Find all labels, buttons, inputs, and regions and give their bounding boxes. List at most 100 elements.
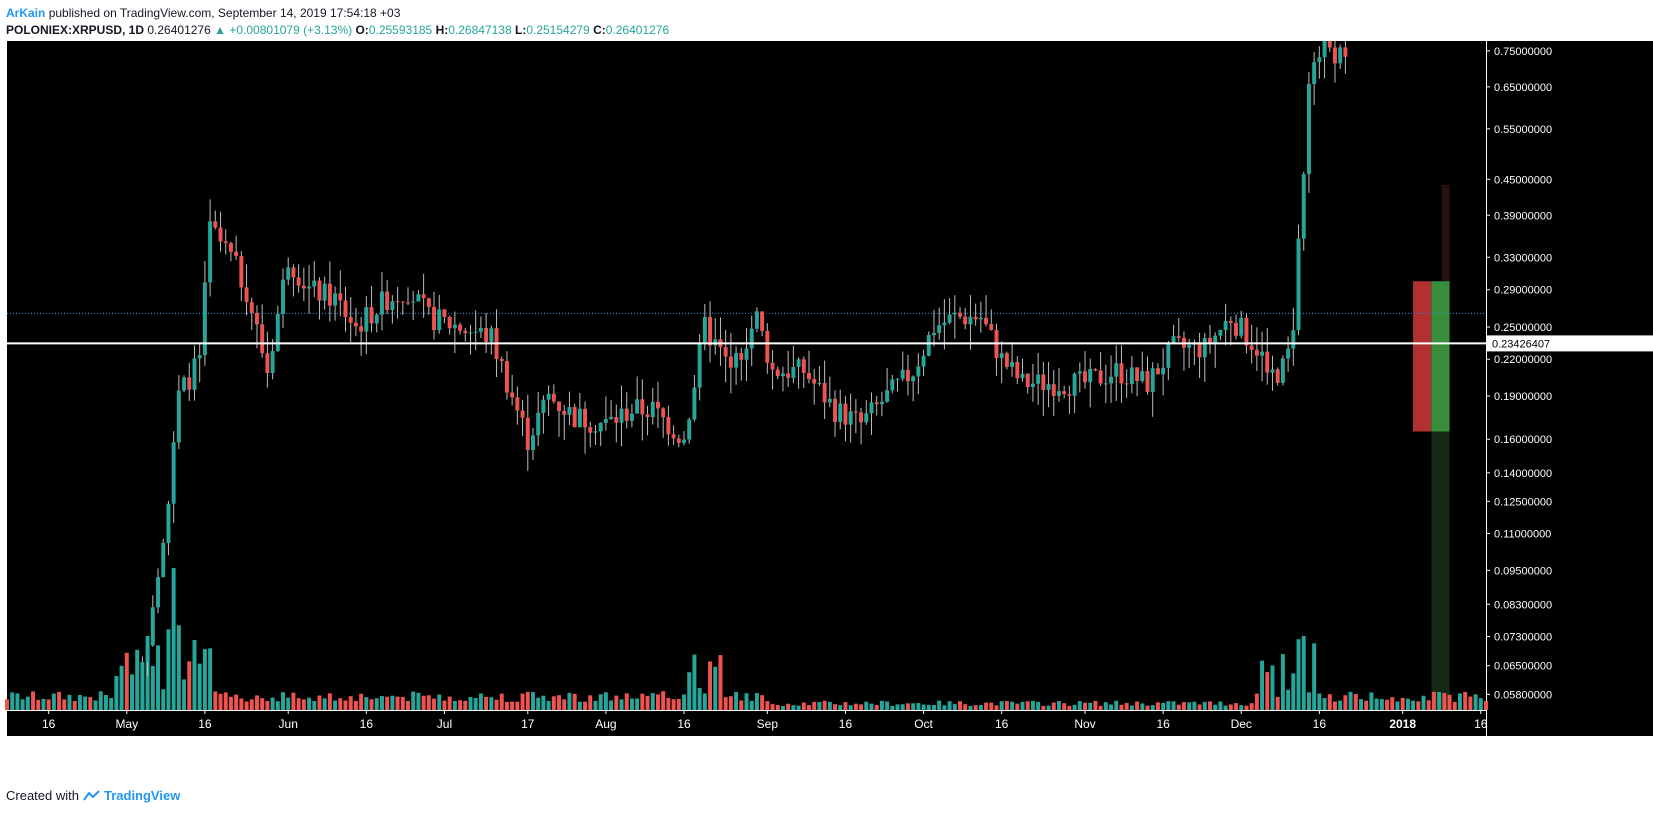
volume-bar bbox=[1301, 636, 1306, 710]
published-text: published on TradingView.com, September … bbox=[48, 6, 401, 20]
volume-bar bbox=[629, 698, 634, 710]
volume-bar bbox=[614, 695, 619, 710]
author-link[interactable]: ArKain bbox=[6, 6, 46, 20]
candle-body bbox=[426, 298, 431, 308]
price-chart[interactable]: 0.75000000 0.65000000 0.55000000 0.45000000… bbox=[0, 41, 1653, 738]
candle-body bbox=[1135, 367, 1140, 382]
volume-bar bbox=[312, 700, 317, 710]
candle-body bbox=[1109, 376, 1114, 384]
candle-body bbox=[588, 427, 593, 433]
candle-body bbox=[895, 378, 900, 380]
volume-bar bbox=[624, 693, 629, 710]
volume-bar bbox=[890, 705, 895, 710]
volume-bar bbox=[1379, 699, 1384, 710]
candle-body bbox=[379, 291, 384, 315]
candle-body bbox=[150, 607, 155, 646]
candle-body bbox=[853, 411, 858, 413]
candle-body bbox=[343, 300, 348, 317]
volume-bar bbox=[239, 698, 244, 710]
candle-body bbox=[353, 322, 358, 327]
candle-body bbox=[890, 379, 895, 391]
price-tick-label: 0.08300000 bbox=[1494, 599, 1552, 611]
volume-bar bbox=[1077, 701, 1082, 710]
volume-bar bbox=[978, 704, 983, 710]
candle-body bbox=[1124, 383, 1129, 385]
candle-body bbox=[1140, 371, 1145, 382]
candle-body bbox=[176, 390, 181, 443]
volume-bar bbox=[1150, 705, 1155, 710]
volume-bar bbox=[406, 700, 410, 710]
candle-body bbox=[1083, 371, 1087, 383]
candle-body bbox=[676, 438, 681, 443]
volume-bar bbox=[1286, 689, 1291, 710]
volume-bar bbox=[72, 700, 77, 710]
volume-bar bbox=[15, 693, 20, 710]
candle-body bbox=[338, 293, 343, 301]
tradingview-link[interactable]: TradingView bbox=[83, 788, 180, 803]
time-tick-label: 16 bbox=[198, 717, 212, 731]
up-arrow-icon: ▲ bbox=[214, 23, 227, 37]
candle-body bbox=[780, 373, 785, 377]
candle-body bbox=[702, 316, 707, 344]
candle-body bbox=[801, 359, 806, 373]
volume-bar bbox=[1275, 696, 1280, 710]
candle-body bbox=[1338, 47, 1343, 64]
candle-body bbox=[1145, 371, 1150, 392]
volume-bar bbox=[103, 694, 108, 710]
candles bbox=[140, 41, 1348, 710]
candle-body bbox=[1280, 358, 1285, 383]
candle-body bbox=[291, 267, 296, 278]
candle-body bbox=[879, 401, 884, 405]
candle-body bbox=[1301, 174, 1306, 239]
open-value: 0.25593185 bbox=[368, 23, 433, 37]
volume-bar bbox=[994, 705, 999, 710]
volume-bar bbox=[1385, 699, 1390, 710]
candle-body bbox=[484, 327, 489, 342]
candle-body bbox=[708, 316, 713, 346]
volume-bar bbox=[510, 701, 515, 710]
candle-body bbox=[374, 314, 379, 324]
volume-bar bbox=[921, 704, 926, 710]
volume-bar bbox=[911, 703, 916, 710]
volume-bar bbox=[1322, 698, 1327, 710]
candle-body bbox=[822, 382, 827, 403]
low-value: 0.25154279 bbox=[526, 23, 590, 37]
volume-bar bbox=[484, 696, 489, 710]
volume-bar bbox=[249, 699, 254, 710]
time-tick-label: 16 bbox=[995, 717, 1009, 731]
volume-bar bbox=[734, 691, 739, 710]
candle-body bbox=[1187, 344, 1192, 348]
volume-bar bbox=[458, 700, 463, 710]
candle-body bbox=[541, 399, 546, 413]
volume-bar bbox=[1426, 700, 1431, 710]
volume-bar bbox=[364, 697, 369, 710]
candle-body bbox=[1260, 351, 1265, 356]
candle-body bbox=[489, 328, 494, 342]
candle-body bbox=[952, 312, 957, 315]
candle-body bbox=[1291, 330, 1296, 349]
volume-bar bbox=[1171, 701, 1176, 710]
volume-bar bbox=[307, 697, 312, 710]
time-tick-label: Dec bbox=[1231, 717, 1252, 731]
candle-body bbox=[239, 256, 244, 288]
volume-bar bbox=[223, 692, 228, 710]
volume-bar bbox=[1359, 699, 1363, 710]
candle-body bbox=[770, 362, 775, 370]
low-label: L: bbox=[514, 23, 527, 37]
time-tick-label: 16 bbox=[1474, 717, 1488, 731]
volume-bar bbox=[1239, 705, 1244, 710]
candle-body bbox=[1208, 337, 1212, 345]
volume-bar bbox=[947, 701, 952, 710]
volume-bar bbox=[1442, 693, 1447, 710]
volume-bar bbox=[968, 705, 973, 710]
volume-bar bbox=[1463, 692, 1468, 710]
volume-bar bbox=[1109, 704, 1114, 710]
volume-bar bbox=[853, 703, 858, 710]
volume-bar bbox=[317, 695, 322, 710]
candle-body bbox=[254, 312, 259, 325]
candle-body bbox=[145, 645, 150, 663]
candle-body bbox=[1088, 369, 1093, 383]
candle-body bbox=[286, 267, 291, 280]
volume-bar bbox=[1234, 703, 1239, 710]
volume-bar bbox=[1176, 704, 1181, 710]
